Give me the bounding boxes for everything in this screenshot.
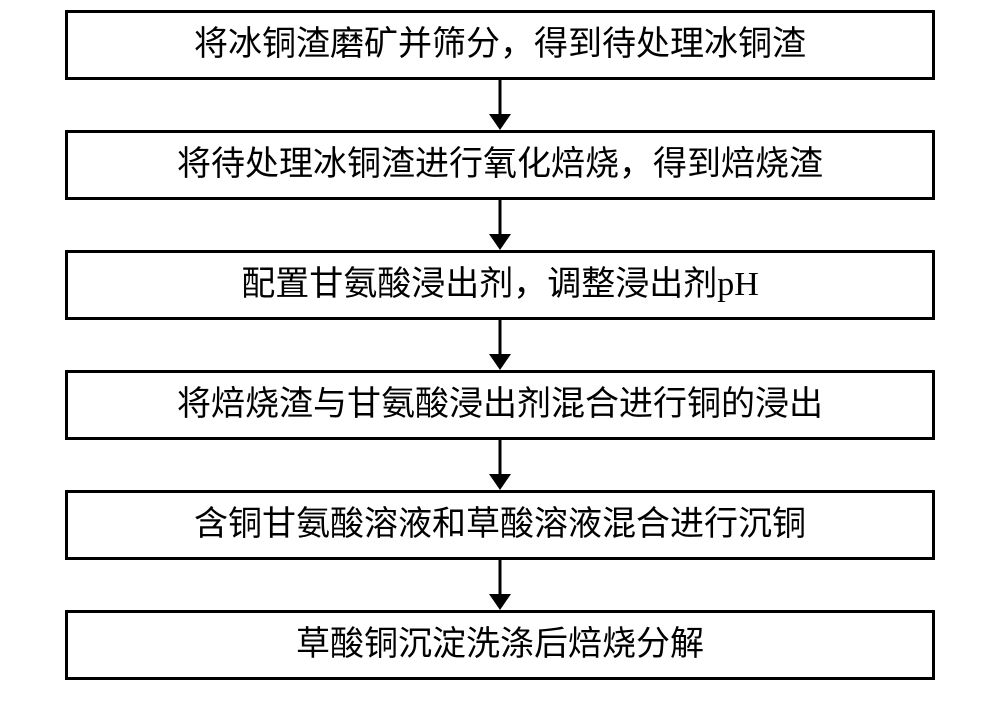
flowchart-step: 配置甘氨酸浸出剂，调整浸出剂pH bbox=[65, 250, 935, 320]
flowchart-arrow bbox=[485, 560, 515, 610]
flowchart-step: 含铜甘氨酸溶液和草酸溶液混合进行沉铜 bbox=[65, 490, 935, 560]
flowchart-container: 将冰铜渣磨矿并筛分，得到待处理冰铜渣 将待处理冰铜渣进行氧化焙烧，得到焙烧渣 配… bbox=[0, 0, 1000, 726]
flowchart-arrow bbox=[485, 200, 515, 250]
flowchart-arrow bbox=[485, 80, 515, 130]
flowchart-step: 将焙烧渣与甘氨酸浸出剂混合进行铜的浸出 bbox=[65, 370, 935, 440]
flowchart-step: 将冰铜渣磨矿并筛分，得到待处理冰铜渣 bbox=[65, 10, 935, 80]
flowchart-step-label: 将冰铜渣磨矿并筛分，得到待处理冰铜渣 bbox=[194, 26, 806, 63]
flowchart-step-label: 含铜甘氨酸溶液和草酸溶液混合进行沉铜 bbox=[194, 506, 806, 543]
flowchart-step: 草酸铜沉淀洗涤后焙烧分解 bbox=[65, 610, 935, 680]
flowchart-step-label: 将待处理冰铜渣进行氧化焙烧，得到焙烧渣 bbox=[177, 146, 823, 183]
flowchart-step: 将待处理冰铜渣进行氧化焙烧，得到焙烧渣 bbox=[65, 130, 935, 200]
flowchart-step-label: 配置甘氨酸浸出剂，调整浸出剂pH bbox=[241, 266, 759, 303]
flowchart-arrow bbox=[485, 440, 515, 490]
flowchart-arrow bbox=[485, 320, 515, 370]
flowchart-step-label: 将焙烧渣与甘氨酸浸出剂混合进行铜的浸出 bbox=[177, 386, 823, 423]
flowchart-step-label: 草酸铜沉淀洗涤后焙烧分解 bbox=[296, 626, 704, 663]
